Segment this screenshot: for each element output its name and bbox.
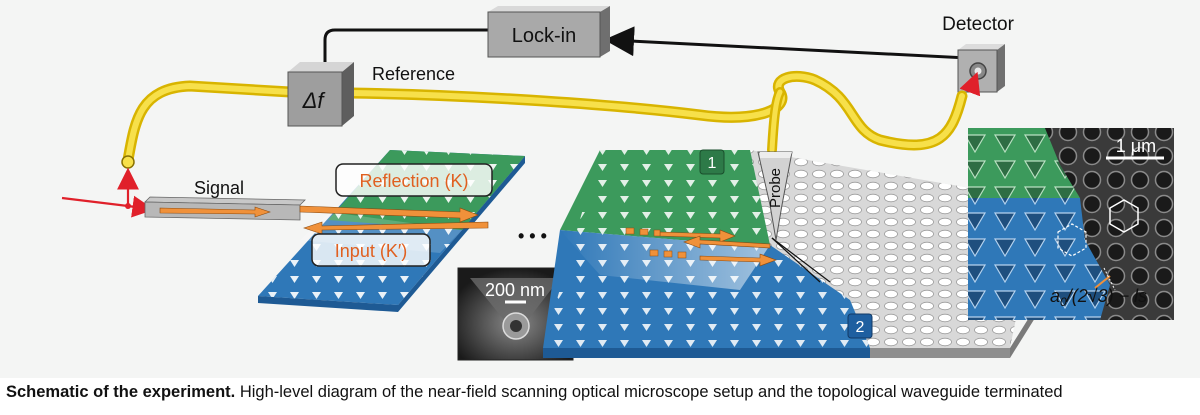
caption-text: High-level diagram of the near-field sca… bbox=[235, 383, 1063, 401]
sem-inset-interface: 1 μm bbox=[968, 128, 1174, 320]
input-label-box: Input (K′) bbox=[311, 233, 431, 267]
probe-label: Probe bbox=[767, 168, 784, 208]
input-label: Input (K′) bbox=[335, 241, 407, 261]
frequency-shifter-box: Δf bbox=[287, 62, 354, 127]
input-laser-beam bbox=[61, 167, 155, 218]
scalebar-200nm-label: 200 nm bbox=[485, 280, 545, 300]
lockin-box: Lock-in bbox=[487, 6, 610, 58]
figure-caption: Schematic of the experiment. High-level … bbox=[6, 381, 1196, 403]
optical-fibers bbox=[122, 71, 968, 166]
nsom-probe: Probe bbox=[757, 151, 793, 241]
svg-text:1: 1 bbox=[708, 155, 717, 172]
fiber-coupler-icon bbox=[121, 155, 135, 169]
main-photonic-crystal bbox=[543, 150, 1040, 358]
lockin-to-deltaf-line bbox=[323, 28, 488, 72]
delta-f-label: Δf bbox=[302, 88, 327, 113]
lattice-offset-formula: a0/(2√3) − ls bbox=[1050, 286, 1147, 309]
main-mode-arrows bbox=[625, 227, 777, 267]
svg-text:2: 2 bbox=[856, 319, 865, 336]
region-marker-1: 1 bbox=[699, 149, 725, 175]
region-marker-2: 2 bbox=[847, 313, 873, 339]
detector-label: Detector bbox=[942, 14, 1014, 35]
lockin-label: Lock-in bbox=[512, 25, 576, 47]
detector-box bbox=[957, 44, 1005, 97]
signal-label: Signal bbox=[194, 178, 244, 198]
detector-to-lockin-line bbox=[604, 26, 970, 68]
experiment-schematic: Lock-in Detector Δf Reference Signal bbox=[0, 0, 1200, 378]
signal-waveguide bbox=[144, 196, 306, 221]
caption-title: Schematic of the experiment. bbox=[6, 383, 236, 401]
reference-label: Reference bbox=[372, 64, 455, 84]
scalebar-1um-label: 1 μm bbox=[1116, 136, 1156, 156]
reflection-label-box: Reflection (K) bbox=[335, 163, 493, 197]
reflection-label: Reflection (K) bbox=[359, 171, 468, 191]
continuation-dots: • • • bbox=[518, 226, 547, 246]
